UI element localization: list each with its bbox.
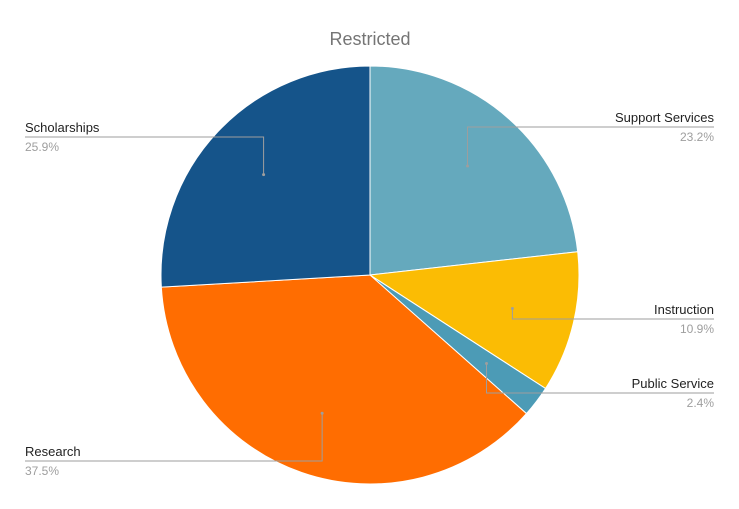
leader-line	[511, 308, 714, 320]
slice-label: Instruction	[654, 302, 714, 317]
leader-line	[486, 363, 714, 394]
pie-slice-instruction	[368, 251, 580, 390]
pie-slice-support-services	[369, 65, 579, 276]
pie-slices	[160, 65, 580, 485]
slice-label: Scholarships	[25, 120, 100, 135]
slice-percent: 10.9%	[680, 322, 714, 336]
pie-slice-research	[160, 274, 528, 485]
slice-percent: 37.5%	[25, 464, 59, 478]
leader-line	[467, 126, 714, 166]
slice-percent: 23.2%	[680, 130, 714, 144]
slice-label: Research	[25, 444, 81, 459]
slice-label: Support Services	[615, 110, 714, 125]
slice-labels: Support Services 23.2% Instruction 10.9% Pub…	[25, 110, 714, 478]
leader-line	[25, 413, 323, 462]
slice-percent: 25.9%	[25, 140, 59, 154]
pie-slice-scholarships	[160, 65, 371, 288]
chart-title: Restricted	[329, 29, 410, 49]
slice-percent: 2.4%	[687, 396, 715, 410]
leader-line	[25, 136, 265, 175]
slice-label: Public Service	[632, 376, 714, 391]
